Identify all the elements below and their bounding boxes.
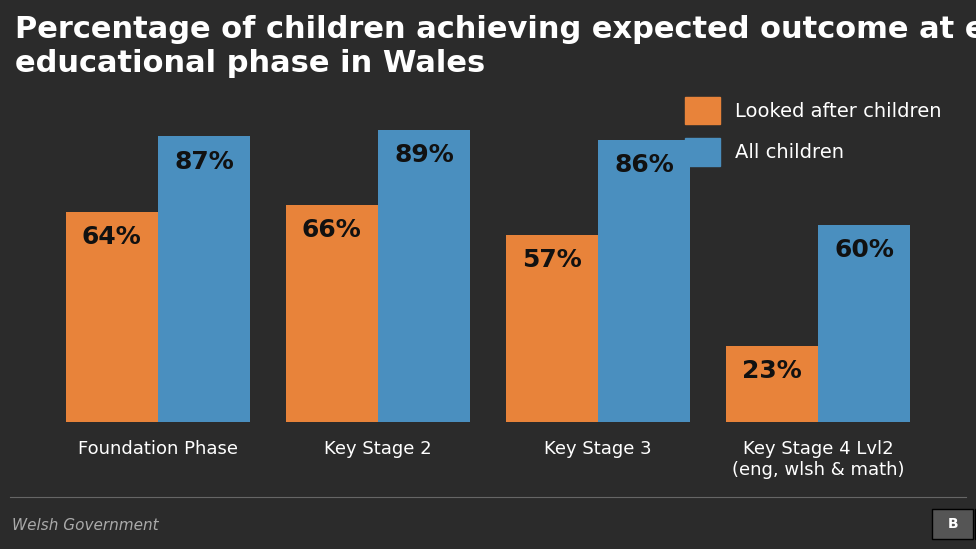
- Bar: [65, 212, 158, 422]
- Text: Percentage of children achieving expected outcome at each
educational phase in W: Percentage of children achieving expecte…: [15, 15, 976, 77]
- Bar: [378, 130, 470, 422]
- Text: 57%: 57%: [522, 248, 582, 272]
- Text: 23%: 23%: [742, 359, 801, 383]
- Text: 86%: 86%: [614, 153, 674, 177]
- Text: 89%: 89%: [394, 143, 454, 167]
- Text: 66%: 66%: [302, 219, 362, 242]
- Bar: [818, 225, 911, 422]
- Text: 64%: 64%: [82, 225, 142, 249]
- Text: 60%: 60%: [834, 238, 894, 262]
- Text: Welsh Government: Welsh Government: [12, 518, 158, 533]
- Bar: [286, 205, 378, 422]
- Bar: [598, 139, 690, 422]
- Text: 87%: 87%: [175, 149, 234, 173]
- Bar: [506, 235, 598, 422]
- Legend: Looked after children, All children: Looked after children, All children: [674, 87, 952, 175]
- Bar: [158, 137, 251, 422]
- Bar: [725, 346, 818, 422]
- Text: B: B: [948, 517, 957, 531]
